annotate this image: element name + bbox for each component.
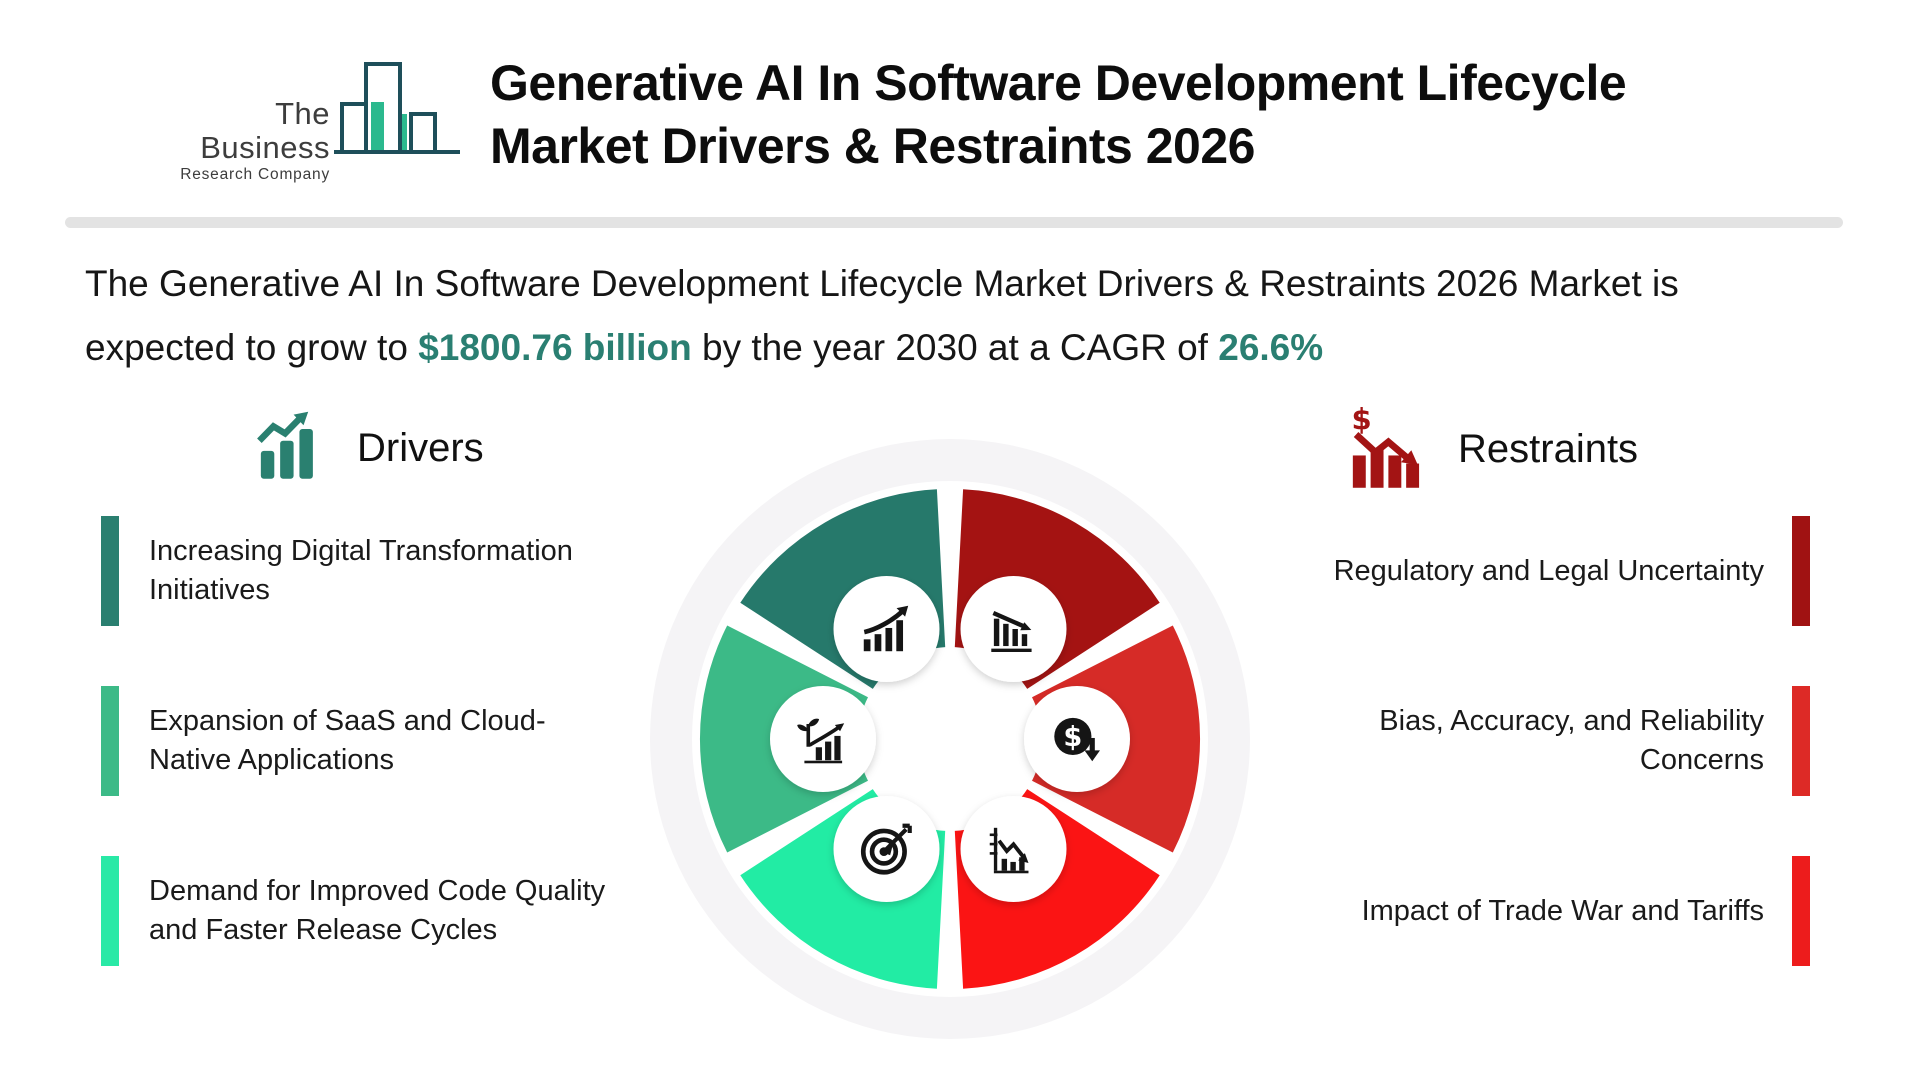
restraint-accent-bar — [1792, 856, 1810, 966]
driver-item-label: Expansion of SaaS and Cloud-Native Appli… — [149, 705, 546, 776]
restraint-item-label: Bias, Accuracy, and Reliability Concerns — [1379, 705, 1764, 776]
restraint-item: Bias, Accuracy, and Reliability Concerns — [1294, 686, 1810, 796]
dollar-decline-icon — [1024, 686, 1130, 792]
declining-bars-icon — [960, 576, 1067, 682]
brand-logo-text: The Business Research Company — [138, 97, 330, 185]
bar-chart-logo-icon — [334, 62, 460, 154]
restraints-heading-label: Restraints — [1458, 426, 1639, 471]
growth-chart-icon — [833, 576, 940, 682]
driver-item-label: Demand for Improved Code Quality and Fas… — [149, 875, 606, 946]
driver-accent-bar — [101, 686, 119, 796]
rising-bar-chart-icon — [257, 411, 313, 479]
restraints-heading: $ Restraints — [1348, 406, 1638, 492]
svg-text:$: $ — [1351, 406, 1371, 437]
restraint-item: Regulatory and Legal Uncertainty — [1294, 516, 1810, 626]
header-divider — [65, 217, 1843, 228]
page-title-line1: Generative AI In Software Development Li… — [490, 55, 1627, 111]
driver-item-label: Increasing Digital Transformation Initia… — [149, 535, 573, 606]
plant-growth-icon — [770, 686, 876, 792]
restraint-accent-bar — [1792, 516, 1810, 626]
drivers-restraints-wheel: $ — [650, 439, 1250, 1039]
restraint-accent-bar — [1792, 686, 1810, 796]
restraint-item-label: Impact of Trade War and Tariffs — [1361, 894, 1764, 927]
restraint-item: Impact of Trade War and Tariffs — [1294, 856, 1810, 966]
drivers-heading: Drivers — [255, 408, 484, 488]
restraint-item-label: Regulatory and Legal Uncertainty — [1333, 554, 1764, 587]
page-title-line2: Market Drivers & Restraints 2026 — [490, 118, 1255, 174]
drivers-heading-label: Drivers — [357, 425, 484, 470]
declining-line-chart-icon — [960, 796, 1067, 902]
brand-name: The Business — [200, 96, 330, 165]
market-value: $1800.76 billion — [418, 327, 692, 368]
driver-item: Increasing Digital Transformation Initia… — [101, 516, 619, 626]
cagr-value: 26.6% — [1218, 327, 1324, 368]
target-icon — [833, 796, 940, 902]
intro-text-2: by the year 2030 at a CAGR of — [691, 327, 1219, 368]
driver-accent-bar — [101, 516, 119, 626]
driver-accent-bar — [101, 856, 119, 966]
page-title: Generative AI In Software Development Li… — [490, 52, 1627, 178]
driver-item: Expansion of SaaS and Cloud-Native Appli… — [101, 686, 619, 796]
falling-bar-chart-dollar-icon: $ — [1351, 406, 1420, 488]
driver-item: Demand for Improved Code Quality and Fas… — [101, 856, 619, 966]
brand-subname: Research Company — [180, 166, 330, 183]
intro-text-1: The Generative AI In Software Developmen… — [85, 263, 1679, 368]
intro-paragraph: The Generative AI In Software Developmen… — [85, 252, 1765, 380]
